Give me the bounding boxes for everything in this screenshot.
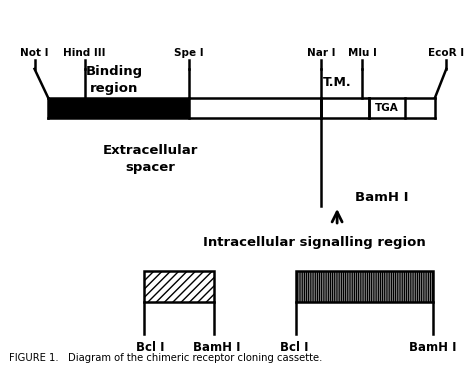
Text: Bcl I: Bcl I [137, 341, 165, 355]
Bar [189, 98, 321, 118]
Text: T.M.: T.M. [323, 76, 351, 89]
Bar [48, 98, 189, 118]
Text: Binding
region: Binding region [86, 65, 143, 95]
Bar [369, 98, 405, 118]
Text: BamH I: BamH I [193, 341, 240, 355]
Text: Spe I: Spe I [174, 48, 204, 58]
Text: Hind III: Hind III [64, 48, 106, 58]
Text: Intracellular signalling region: Intracellular signalling region [203, 236, 426, 249]
Bar [321, 98, 369, 118]
Text: FIGURE 1.   Diagram of the chimeric receptor cloning cassette.: FIGURE 1. Diagram of the chimeric recept… [9, 353, 323, 363]
Text: Not I: Not I [20, 48, 49, 58]
Bar [144, 271, 214, 302]
Text: Nar I: Nar I [307, 48, 336, 58]
Text: Bcl I: Bcl I [280, 341, 308, 355]
Text: EcoR I: EcoR I [428, 48, 465, 58]
Bar [296, 271, 433, 302]
Text: BamH I: BamH I [409, 341, 456, 355]
Text: Mlu I: Mlu I [348, 48, 376, 58]
Text: BamH I: BamH I [356, 191, 409, 203]
Text: TGA: TGA [375, 103, 399, 113]
Text: Extracellular
spacer: Extracellular spacer [103, 144, 198, 174]
